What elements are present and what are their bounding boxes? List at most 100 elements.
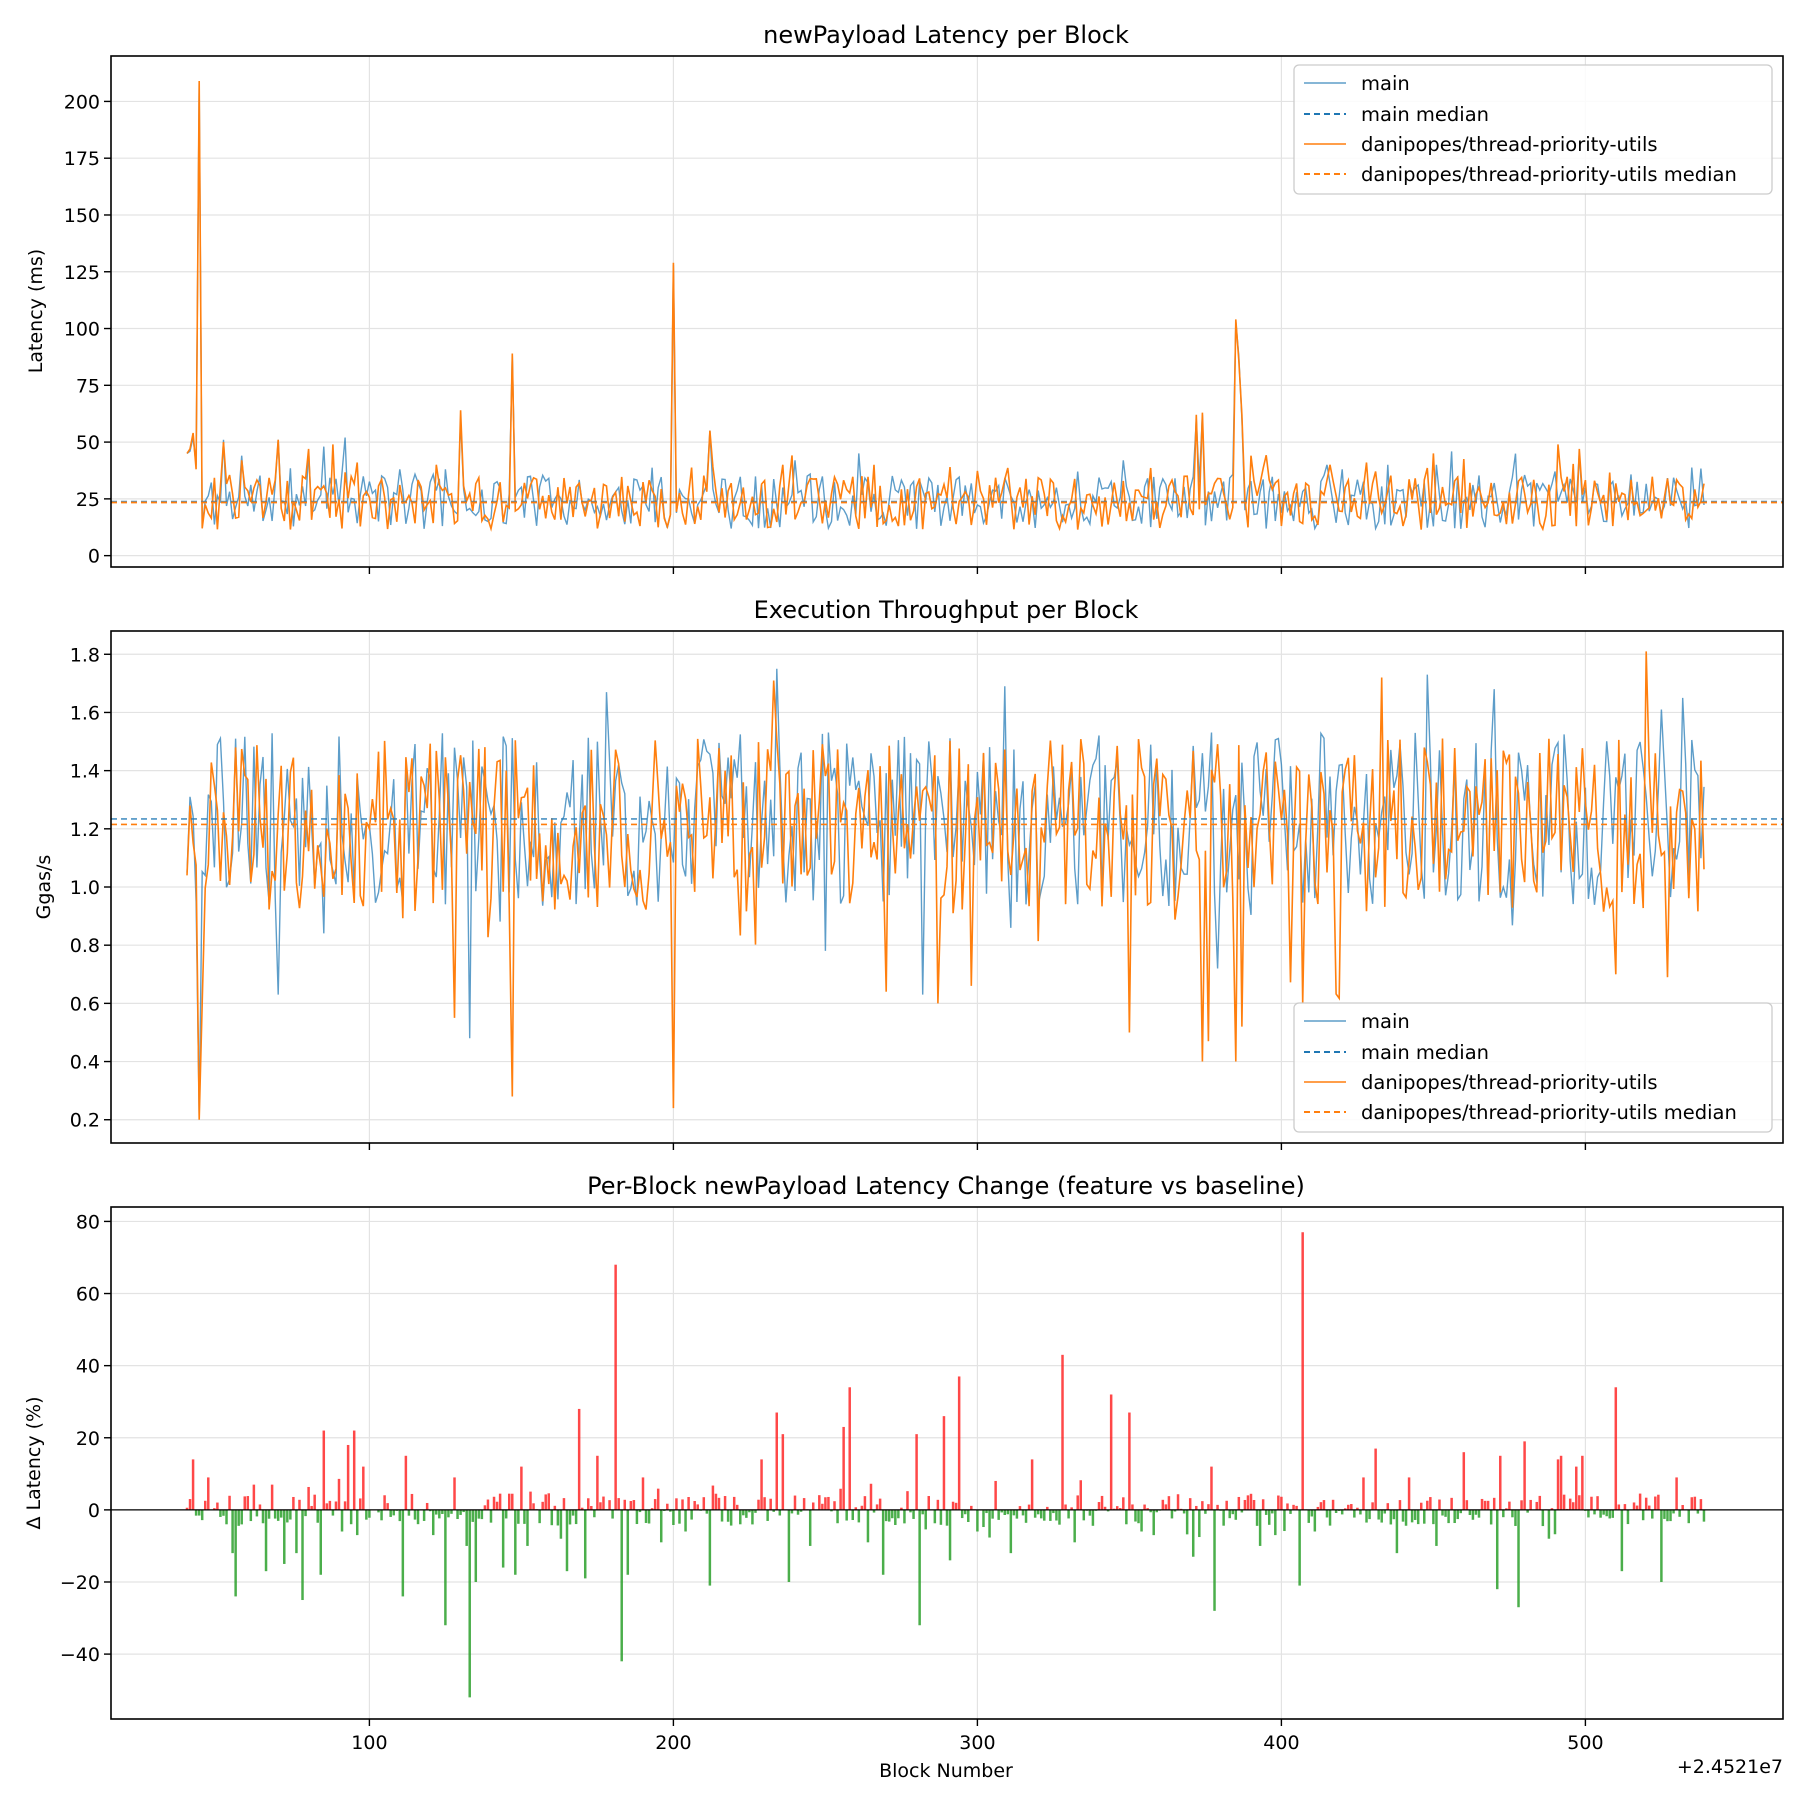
delta-bar xyxy=(1119,1508,1122,1510)
delta-bar xyxy=(1292,1504,1295,1510)
delta-bar xyxy=(559,1509,563,1539)
delta-bar xyxy=(1058,1509,1061,1525)
delta-bar xyxy=(1131,1504,1134,1510)
delta-bar xyxy=(976,1509,979,1532)
delta-bar xyxy=(1274,1509,1277,1536)
delta-bar xyxy=(213,1508,216,1510)
delta-bar xyxy=(362,1466,365,1510)
delta-bar xyxy=(283,1509,286,1564)
delta-bar xyxy=(1222,1509,1225,1526)
delta-bar xyxy=(252,1484,256,1510)
delta-bar xyxy=(1128,1412,1131,1510)
delta-bar xyxy=(1623,1504,1627,1510)
delta-bar xyxy=(1213,1509,1216,1611)
delta-bar xyxy=(1325,1509,1329,1518)
delta-bar xyxy=(951,1501,955,1510)
delta-bar xyxy=(331,1509,335,1516)
delta-bar xyxy=(927,1496,930,1510)
delta-bar xyxy=(1450,1497,1453,1510)
delta-bar xyxy=(1696,1509,1700,1514)
latency-change-chart: Per-Block newPayload Latency Change (fea… xyxy=(23,1172,1784,1782)
delta-bar xyxy=(1547,1509,1551,1539)
delta-bar xyxy=(729,1509,733,1526)
delta-bar xyxy=(273,1509,277,1519)
legend-main-median-label: main median xyxy=(1361,103,1489,126)
delta-bar xyxy=(1188,1498,1192,1510)
delta-bar xyxy=(1033,1509,1037,1518)
delta-bar xyxy=(507,1493,511,1510)
throughput-y-tick-label-0: 0.2 xyxy=(70,1110,100,1132)
delta-bar xyxy=(772,1509,775,1512)
delta-bar xyxy=(1441,1509,1444,1516)
delta-bar xyxy=(462,1509,465,1513)
delta-bar xyxy=(638,1509,642,1513)
delta-bar xyxy=(383,1495,386,1510)
delta-bar xyxy=(778,1509,782,1516)
delta-bar xyxy=(863,1496,867,1510)
delta-bar xyxy=(1234,1509,1238,1520)
latency-change-axes-frame xyxy=(110,1206,1784,1720)
delta-bar xyxy=(1185,1509,1189,1535)
delta-bar xyxy=(495,1501,499,1510)
delta-bar xyxy=(1240,1509,1244,1513)
delta-bar xyxy=(960,1509,964,1519)
delta-bar xyxy=(617,1498,620,1510)
legend-main-median-label: main median xyxy=(1361,1041,1489,1064)
delta-bar xyxy=(824,1497,827,1510)
delta-bar xyxy=(1456,1509,1459,1520)
latency-y-tick-label-6: 150 xyxy=(64,205,100,227)
delta-bar xyxy=(398,1509,402,1522)
delta-bar xyxy=(897,1509,900,1519)
delta-bar xyxy=(1374,1448,1377,1510)
delta-bar xyxy=(1687,1509,1690,1524)
delta-bar xyxy=(1511,1509,1514,1518)
throughput-y-tick-label-7: 1.6 xyxy=(70,702,100,724)
delta-bar xyxy=(918,1509,921,1626)
delta-bar xyxy=(1377,1509,1380,1520)
latency-legend[interactable]: main main median danipopes/thread-priori… xyxy=(1293,64,1773,195)
delta-bar xyxy=(407,1509,411,1516)
delta-bar xyxy=(349,1509,353,1525)
delta-bar xyxy=(1122,1497,1125,1510)
delta-bar xyxy=(1432,1509,1435,1525)
delta-bar xyxy=(1103,1506,1107,1510)
delta-bar xyxy=(237,1509,240,1526)
delta-bar xyxy=(1286,1503,1289,1510)
delta-bar xyxy=(827,1496,830,1510)
delta-bar xyxy=(249,1509,253,1522)
delta-bar xyxy=(1046,1506,1049,1510)
delta-bar xyxy=(1003,1509,1006,1515)
delta-bar xyxy=(1064,1504,1067,1510)
delta-bar xyxy=(1149,1509,1152,1513)
delta-bar xyxy=(1663,1509,1666,1519)
delta-bar xyxy=(924,1509,927,1530)
delta-bar xyxy=(1416,1509,1420,1525)
delta-bar xyxy=(1134,1509,1137,1522)
delta-bar xyxy=(517,1509,520,1524)
delta-bar xyxy=(1310,1509,1314,1517)
delta-bar xyxy=(939,1509,943,1525)
delta-bar xyxy=(1255,1509,1259,1526)
delta-bar xyxy=(1529,1499,1532,1510)
delta-bar xyxy=(602,1496,605,1510)
delta-bar xyxy=(480,1509,484,1520)
legend-feature-median-label: danipopes/thread-priority-utils median xyxy=(1361,163,1737,186)
delta-bar xyxy=(444,1509,447,1626)
delta-bar xyxy=(276,1509,280,1521)
latency-change-y-tick-label-3: 20 xyxy=(76,1428,100,1450)
delta-bar xyxy=(666,1503,669,1510)
latency-y-tick-label-8: 200 xyxy=(64,91,100,113)
delta-bar xyxy=(1514,1509,1517,1526)
delta-bar xyxy=(970,1505,973,1510)
delta-bar xyxy=(1617,1504,1621,1510)
delta-bar xyxy=(1462,1452,1466,1510)
delta-bar xyxy=(1195,1505,1198,1510)
delta-bar xyxy=(894,1509,897,1525)
delta-bar xyxy=(343,1501,347,1510)
delta-bar xyxy=(1614,1387,1618,1510)
delta-bar xyxy=(1106,1509,1110,1512)
throughput-legend[interactable]: main main median danipopes/thread-priori… xyxy=(1293,1002,1773,1133)
delta-bar xyxy=(1012,1509,1016,1516)
latency-chart: newPayload Latency per Block 0 25 50 75 100 1… xyxy=(25,21,1784,574)
delta-bar xyxy=(1562,1494,1566,1510)
